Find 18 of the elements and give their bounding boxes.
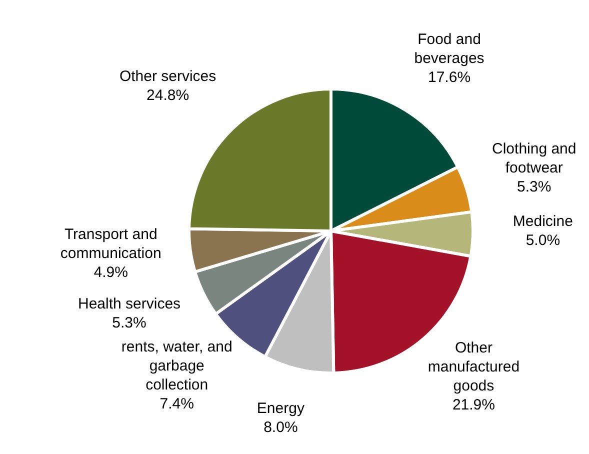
slice-label: Health services [78, 296, 181, 313]
data-label: 4.9% [94, 264, 128, 282]
slice-label: Food and beverages [414, 31, 484, 68]
slice-label: Clothing and footwear [492, 140, 576, 177]
data-label: 21.9% [452, 396, 496, 414]
data-label: 7.4% [160, 395, 194, 412]
data-label: 17.6% [428, 69, 471, 86]
data-label: 5.0% [526, 232, 560, 249]
data-label: 5.3% [112, 314, 146, 332]
slice-label: Transport and communication [60, 226, 162, 262]
slice-label: Other services [119, 68, 216, 86]
slice-label: Energy [256, 400, 305, 418]
slice-label: rents, water, and garbage collection [121, 338, 232, 394]
slice-label: Other manufactured goods [428, 339, 520, 394]
data-label: 24.8% [146, 87, 190, 104]
slice-label: Medicine [512, 212, 573, 230]
data-label: 8.0% [264, 419, 298, 436]
data-label: 5.3% [517, 178, 552, 196]
